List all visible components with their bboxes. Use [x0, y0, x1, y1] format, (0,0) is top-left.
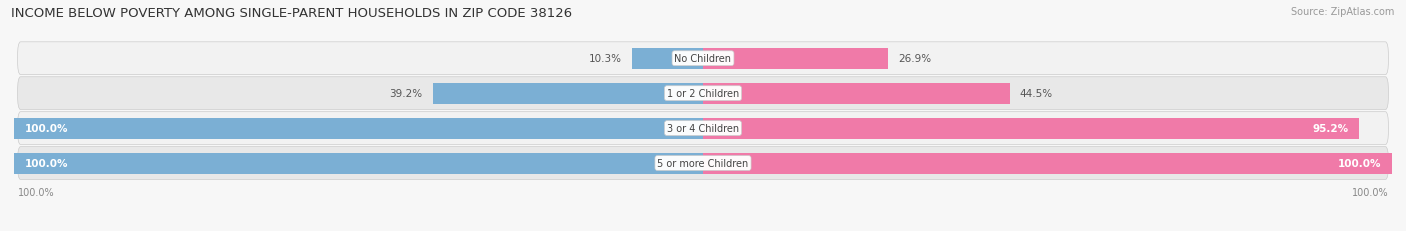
Text: 100.0%: 100.0%	[1339, 158, 1382, 168]
Text: 10.3%: 10.3%	[589, 54, 621, 64]
Text: 26.9%: 26.9%	[898, 54, 932, 64]
Text: 3 or 4 Children: 3 or 4 Children	[666, 124, 740, 134]
FancyBboxPatch shape	[17, 112, 1389, 145]
Bar	[433, 83, 703, 104]
Text: No Children: No Children	[675, 54, 731, 64]
Text: 100.0%: 100.0%	[24, 158, 67, 168]
Bar	[703, 49, 889, 69]
Bar	[14, 118, 703, 139]
Bar	[633, 49, 703, 69]
Bar	[703, 153, 1392, 174]
FancyBboxPatch shape	[17, 43, 1389, 75]
Text: 100.0%: 100.0%	[1353, 187, 1389, 197]
Text: 95.2%: 95.2%	[1312, 124, 1348, 134]
FancyBboxPatch shape	[17, 77, 1389, 110]
FancyBboxPatch shape	[17, 147, 1389, 180]
Text: INCOME BELOW POVERTY AMONG SINGLE-PARENT HOUSEHOLDS IN ZIP CODE 38126: INCOME BELOW POVERTY AMONG SINGLE-PARENT…	[11, 7, 572, 20]
Bar	[703, 83, 1010, 104]
Bar	[14, 153, 703, 174]
Text: 39.2%: 39.2%	[389, 89, 423, 99]
Text: 100.0%: 100.0%	[24, 124, 67, 134]
Text: 1 or 2 Children: 1 or 2 Children	[666, 89, 740, 99]
Text: Source: ZipAtlas.com: Source: ZipAtlas.com	[1291, 7, 1395, 17]
Text: 5 or more Children: 5 or more Children	[658, 158, 748, 168]
Bar	[703, 118, 1358, 139]
Text: 44.5%: 44.5%	[1019, 89, 1053, 99]
Text: 100.0%: 100.0%	[17, 187, 53, 197]
